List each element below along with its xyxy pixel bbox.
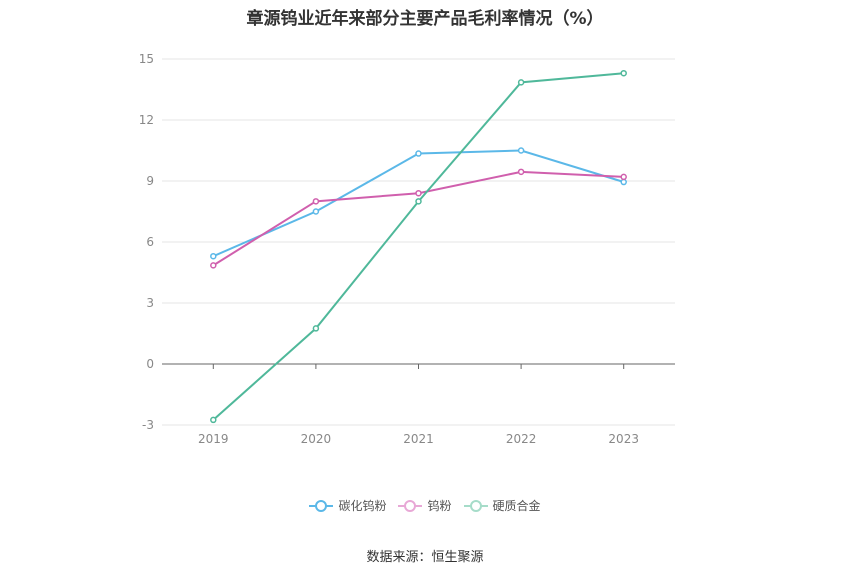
- legend-label: 碳化钨粉: [338, 499, 387, 513]
- x-tick-label: 2021: [403, 432, 434, 446]
- y-tick-label: 15: [139, 52, 154, 66]
- series-line: [212, 170, 624, 267]
- axes: -3 0 3 6 9 12 15 2019 2020 2021 2022 2023: [139, 52, 675, 446]
- x-tick-label: 2022: [506, 432, 537, 446]
- data-point: [517, 168, 525, 176]
- legend-marker-icon: [463, 499, 488, 512]
- x-tick-label: 2023: [608, 432, 639, 446]
- y-tick-label: -3: [142, 418, 154, 432]
- legend-marker-icon: [398, 499, 423, 512]
- data-point: [415, 198, 422, 205]
- data-point: [517, 79, 525, 86]
- legend: 碳化钨粉 钨粉 硬质合金: [0, 497, 850, 514]
- y-tick-label: 6: [146, 235, 154, 249]
- data-point: [312, 198, 320, 205]
- series-lines: [210, 69, 627, 424]
- source-note: 数据来源：恒生聚源: [366, 550, 484, 565]
- data-point: [210, 262, 217, 269]
- gridlines: [162, 58, 675, 426]
- data-point: [210, 252, 217, 260]
- data-point: [312, 325, 320, 332]
- legend-item-series-2[interactable]: 钨粉: [398, 497, 452, 514]
- series-3: [210, 69, 627, 424]
- data-point: [620, 178, 627, 186]
- data-point: [415, 189, 422, 197]
- y-tick-label: 0: [146, 357, 154, 371]
- y-tick-label: 3: [146, 296, 154, 310]
- legend-item-series-3[interactable]: 硬质合金: [463, 497, 541, 514]
- chart-title: 章源钨业近年来部分主要产品毛利率情况（%）: [246, 9, 604, 29]
- data-point: [620, 69, 627, 77]
- legend-item-series-1[interactable]: 碳化钨粉: [309, 497, 386, 514]
- x-tick-label: 2020: [301, 432, 332, 446]
- legend-label: 钨粉: [427, 499, 452, 513]
- y-tick-label: 12: [139, 113, 154, 127]
- series-1: [210, 147, 627, 260]
- data-point: [210, 416, 217, 424]
- series-2: [210, 168, 627, 269]
- legend-label: 硬质合金: [492, 499, 541, 513]
- legend-marker-icon: [309, 499, 334, 512]
- x-tick-label: 2019: [198, 432, 229, 446]
- data-point: [312, 208, 320, 215]
- data-point: [620, 173, 627, 181]
- data-point: [517, 147, 525, 154]
- y-tick-label: 9: [146, 174, 154, 188]
- data-point: [415, 150, 422, 157]
